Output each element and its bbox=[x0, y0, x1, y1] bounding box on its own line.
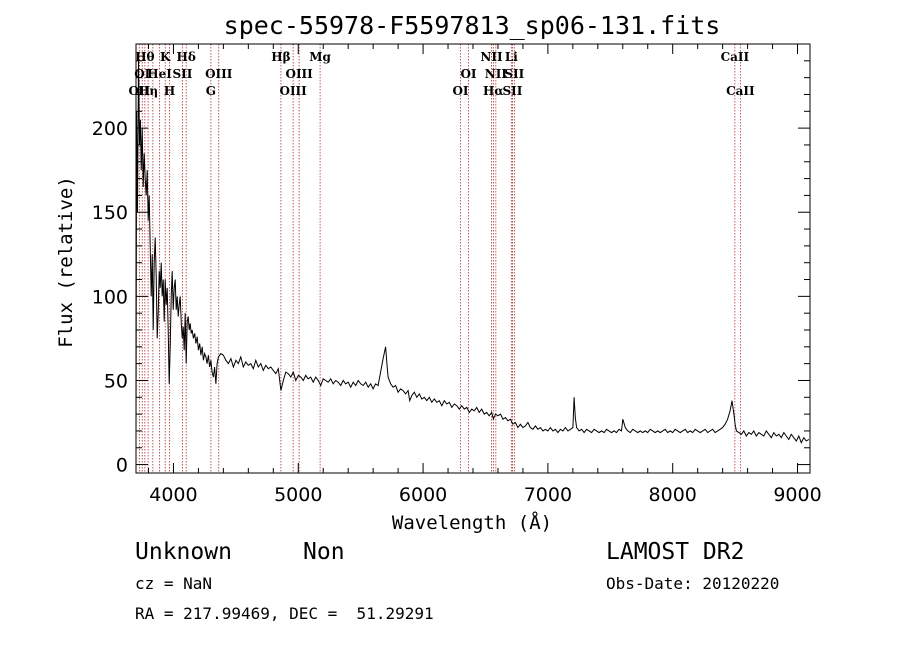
object-class: Unknown bbox=[135, 539, 232, 565]
y-tick-label: 50 bbox=[104, 370, 128, 392]
spectral-line-label: OII bbox=[129, 84, 151, 98]
object-subclass: Non bbox=[303, 539, 345, 565]
spectral-line-label: SII bbox=[504, 67, 524, 81]
spectral-line-markers bbox=[138, 44, 741, 473]
spectral-line-label: H bbox=[164, 84, 175, 98]
x-tick-label: 4000 bbox=[149, 484, 197, 506]
survey-name: LAMOST DR2 bbox=[606, 539, 744, 565]
spectral-line-label: Li bbox=[505, 50, 518, 64]
plot-frame bbox=[135, 43, 811, 474]
x-axis-label: Wavelength (Å) bbox=[392, 511, 552, 534]
spectral-line-label: HeI bbox=[147, 67, 172, 81]
y-tick-label: 0 bbox=[116, 455, 128, 477]
x-tick-label: 6000 bbox=[399, 484, 447, 506]
spectral-line-label: OIII bbox=[285, 67, 313, 81]
spectral-line-label: OI bbox=[452, 84, 468, 98]
spectral-line-label: OI bbox=[460, 67, 476, 81]
x-tick-label: 9000 bbox=[773, 484, 821, 506]
x-tick-label: 8000 bbox=[649, 484, 697, 506]
y-tick-label: 150 bbox=[92, 202, 128, 224]
spectral-line-label: CaII bbox=[726, 84, 755, 98]
spectral-line-label: Mg bbox=[309, 50, 331, 64]
spectral-line-label: NII bbox=[485, 67, 508, 81]
spectral-line-label: CaII bbox=[721, 50, 750, 64]
y-tick-label: 200 bbox=[92, 118, 128, 140]
spectral-line-label: NII bbox=[480, 50, 503, 64]
y-axis-ticks: 0 50 100 150 200 bbox=[92, 60, 810, 477]
spectral-line-label: OIII bbox=[205, 67, 233, 81]
spectral-line-label: G bbox=[206, 84, 216, 98]
spectral-line-label: Hβ bbox=[271, 50, 290, 64]
spectral-line-label: Hα bbox=[483, 84, 504, 98]
spectral-line-label: Hδ bbox=[177, 50, 196, 64]
chart-title: spec-55978-F5597813_sp06-131.fits bbox=[224, 11, 721, 40]
spectral-line-label: OIII bbox=[279, 84, 307, 98]
observation-date: Obs-Date: 20120220 bbox=[606, 574, 779, 593]
spectral-line-label: SII bbox=[502, 84, 522, 98]
spectral-line-label: Hη bbox=[138, 84, 158, 98]
x-tick-label: 7000 bbox=[524, 484, 572, 506]
sky-coordinates: RA = 217.99469, DEC = 51.29291 bbox=[135, 604, 434, 623]
redshift-cz: cz = NaN bbox=[135, 574, 212, 593]
y-tick-label: 100 bbox=[92, 286, 128, 308]
spectral-line-label: K bbox=[160, 50, 171, 64]
spectral-line-label: SII bbox=[172, 67, 192, 81]
spectrum-series-line bbox=[135, 60, 810, 444]
y-axis-label: Flux (relative) bbox=[55, 176, 77, 348]
spectral-line-labels: OIIOIHθHηHeIKHSIIHδGOIIIHβOIIIOIIIMgOIOI… bbox=[129, 50, 755, 98]
x-axis-ticks: 4000 5000 6000 7000 8000 9000 bbox=[147, 44, 822, 506]
x-tick-label: 5000 bbox=[274, 484, 322, 506]
